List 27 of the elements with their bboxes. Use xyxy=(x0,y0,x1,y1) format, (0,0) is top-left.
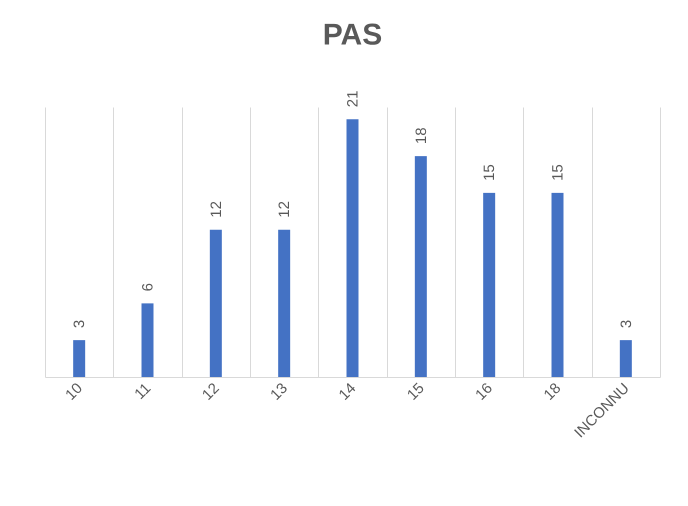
data-label: 21 xyxy=(344,90,362,108)
bar xyxy=(483,192,496,377)
bar xyxy=(142,303,154,377)
x-tick-label: 14 xyxy=(336,380,360,404)
data-label: 6 xyxy=(140,283,156,292)
chart-title: PAS xyxy=(322,18,382,52)
bar xyxy=(620,340,632,377)
data-label: 12 xyxy=(208,201,225,218)
bar xyxy=(210,230,222,377)
x-tick-label: 13 xyxy=(267,380,292,404)
x-tick-label: 15 xyxy=(404,380,428,404)
bar xyxy=(414,156,427,377)
x-tick-label: 12 xyxy=(198,380,223,404)
x-tick-label: 16 xyxy=(472,380,496,404)
data-label: 3 xyxy=(618,320,635,328)
x-tick-label: 18 xyxy=(540,380,564,404)
data-label: 12 xyxy=(276,201,294,218)
bar xyxy=(278,230,290,377)
data-label: 18 xyxy=(412,127,430,144)
bar xyxy=(552,192,564,377)
x-tick-label: 11 xyxy=(131,380,154,403)
data-label: 15 xyxy=(481,164,498,181)
bar xyxy=(73,340,86,377)
bar xyxy=(346,119,358,377)
data-label: 3 xyxy=(71,320,88,328)
data-label: 15 xyxy=(550,164,566,181)
x-tick-label: 10 xyxy=(62,380,86,404)
